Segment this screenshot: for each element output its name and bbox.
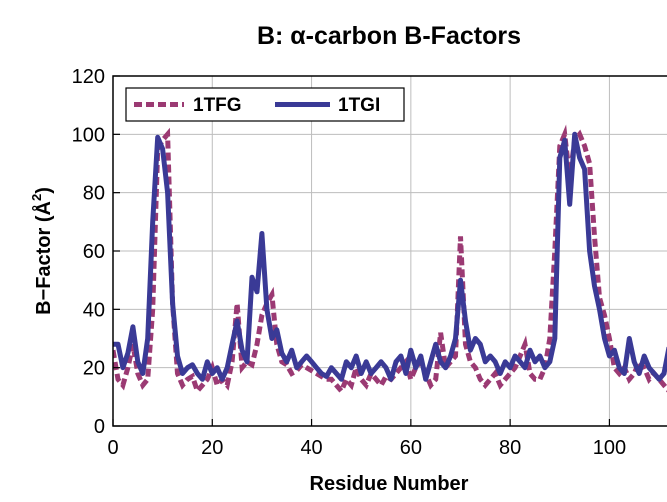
y-tick-label: 60 [83, 241, 105, 263]
x-axis-title: Residue Number [310, 473, 469, 495]
legend-label-1tgi: 1TGI [338, 95, 380, 116]
y-axis-title-sup: 2 [29, 194, 44, 201]
y-tick-label: 100 [72, 124, 105, 146]
legend-label-1tfg: 1TFG [193, 95, 242, 116]
grid-lines [113, 76, 667, 426]
y-tick-label: 0 [94, 416, 105, 438]
x-tick-label: 100 [593, 437, 626, 459]
y-axis-title: B−Factor (Å2) [29, 187, 55, 315]
y-tick-label: 20 [83, 358, 105, 380]
y-tick-label: 120 [72, 66, 105, 88]
x-tick-label: 40 [300, 437, 322, 459]
x-tick-label: 60 [400, 437, 422, 459]
series-line-1tgi [113, 131, 667, 382]
y-tick-label: 40 [83, 299, 105, 321]
legend: 1TFG 1TGI [125, 87, 405, 122]
y-tick-label: 80 [83, 183, 105, 205]
chart-title: B: α-carbon B-Factors [257, 22, 521, 50]
y-axis-title-close: ) [33, 187, 55, 194]
x-tick-label: 20 [201, 437, 223, 459]
x-tick-label: 0 [107, 437, 118, 459]
y-axis-title-main: B−Factor (Å [31, 201, 55, 315]
x-tick-label: 80 [499, 437, 521, 459]
